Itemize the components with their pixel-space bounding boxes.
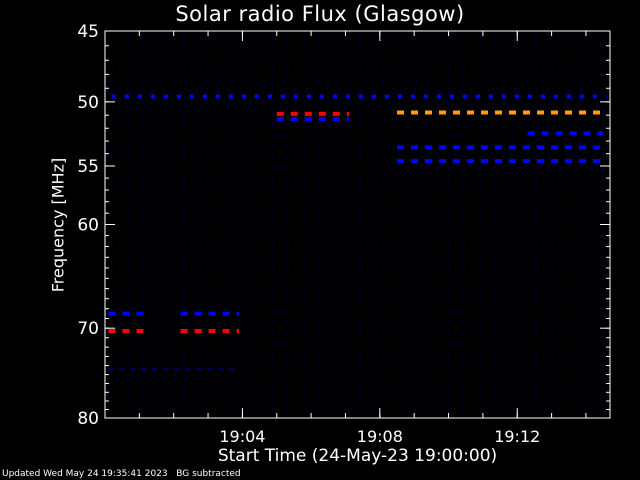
x-tick-label: 19:04 xyxy=(219,427,265,446)
y-tick-label: 50 xyxy=(77,93,99,113)
plot-area xyxy=(105,31,610,418)
y-tick-label: 60 xyxy=(77,216,99,236)
noise-layer xyxy=(107,33,604,416)
x-axis-label: Start Time (24-May-23 19:00:00) xyxy=(217,446,498,466)
bg-subtracted-note: BG subtracted xyxy=(176,469,241,479)
footer-status: Updated Wed May 24 19:35:41 2023 BG subt… xyxy=(2,469,241,479)
x-tick-label: 19:12 xyxy=(494,427,540,446)
chart-title: Solar radio Flux (Glasgow) xyxy=(175,2,465,26)
y-tick-label: 45 xyxy=(77,22,99,42)
tick-labels: 45 50 55 60 70 80 19:04 19:08 19:12 xyxy=(77,22,540,446)
y-tick-label: 80 xyxy=(77,409,99,429)
emission-bands xyxy=(108,94,607,371)
y-axis-label: Frequency [MHz] xyxy=(48,157,68,293)
y-tick-label: 55 xyxy=(77,157,99,177)
y-tick-label: 70 xyxy=(77,319,99,339)
updated-timestamp: Updated Wed May 24 19:35:41 2023 xyxy=(2,469,168,479)
x-tick-label: 19:08 xyxy=(357,427,403,446)
tick-marks xyxy=(104,30,610,419)
